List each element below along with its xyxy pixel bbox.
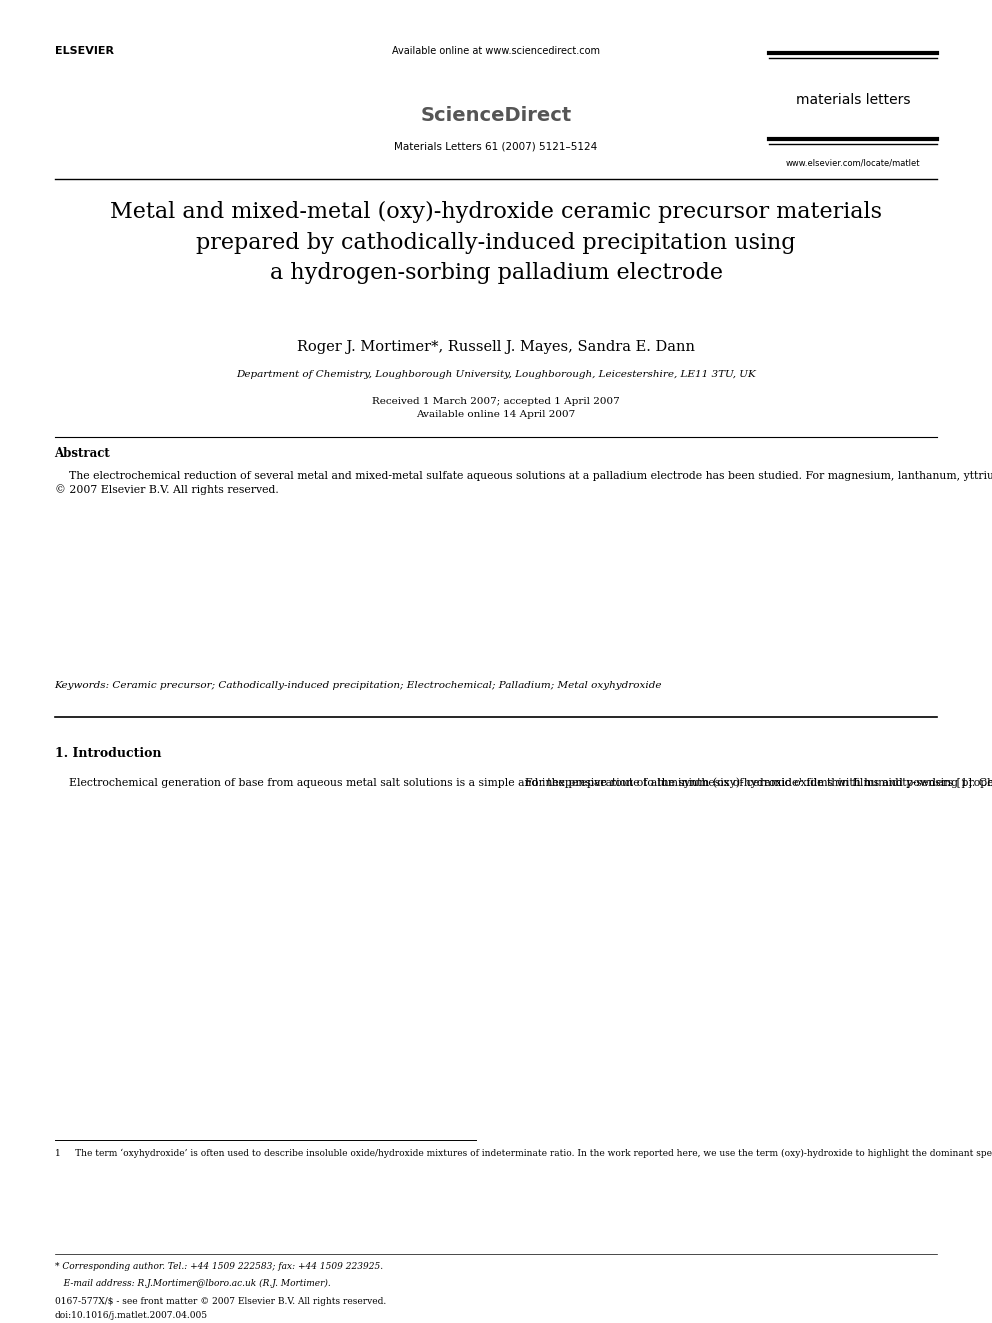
Text: 0167-577X/$ - see front matter © 2007 Elsevier B.V. All rights reserved.: 0167-577X/$ - see front matter © 2007 El… xyxy=(55,1297,386,1306)
Text: Abstract: Abstract xyxy=(55,447,110,460)
Text: materials letters: materials letters xyxy=(796,93,911,107)
Text: Materials Letters 61 (2007) 5121–5124: Materials Letters 61 (2007) 5121–5124 xyxy=(395,142,597,152)
Text: The electrochemical reduction of several metal and mixed-metal sulfate aqueous s: The electrochemical reduction of several… xyxy=(55,470,992,495)
Text: ScienceDirect: ScienceDirect xyxy=(421,106,571,124)
Text: www.elsevier.com/locate/matlet: www.elsevier.com/locate/matlet xyxy=(786,159,921,168)
Text: E-mail address: R.J.Mortimer@lboro.ac.uk (R.J. Mortimer).: E-mail address: R.J.Mortimer@lboro.ac.uk… xyxy=(55,1279,330,1289)
Text: Department of Chemistry, Loughborough University, Loughborough, Leicestershire, : Department of Chemistry, Loughborough Un… xyxy=(236,370,756,380)
Text: * Corresponding author. Tel.: +44 1509 222583; fax: +44 1509 223925.: * Corresponding author. Tel.: +44 1509 2… xyxy=(55,1262,383,1271)
Text: Metal and mixed-metal (oxy)-hydroxide ceramic precursor materials
prepared by ca: Metal and mixed-metal (oxy)-hydroxide ce… xyxy=(110,201,882,284)
Text: 1     The term ‘oxyhydroxide’ is often used to describe insoluble oxide/hydroxid: 1 The term ‘oxyhydroxide’ is often used … xyxy=(55,1148,992,1158)
Text: Roger J. Mortimer*, Russell J. Mayes, Sandra E. Dann: Roger J. Mortimer*, Russell J. Mayes, Sa… xyxy=(297,340,695,355)
Text: ELSEVIER: ELSEVIER xyxy=(55,46,113,57)
Text: Available online at www.sciencedirect.com: Available online at www.sciencedirect.co… xyxy=(392,46,600,57)
Text: Received 1 March 2007; accepted 1 April 2007
Available online 14 April 2007: Received 1 March 2007; accepted 1 April … xyxy=(372,397,620,419)
Text: doi:10.1016/j.matlet.2007.04.005: doi:10.1016/j.matlet.2007.04.005 xyxy=(55,1311,207,1320)
Text: Keywords: Ceramic precursor; Cathodically-induced precipitation; Electrochemical: Keywords: Ceramic precursor; Cathodicall… xyxy=(55,681,662,691)
Text: Electrochemical generation of base from aqueous metal salt solutions is a simple: Electrochemical generation of base from … xyxy=(55,778,992,789)
Text: 1. Introduction: 1. Introduction xyxy=(55,747,161,761)
Text: For the preparation of aluminium (oxy)-hydroxide¹ films with humidity-sensing pr: For the preparation of aluminium (oxy)-h… xyxy=(511,778,992,789)
